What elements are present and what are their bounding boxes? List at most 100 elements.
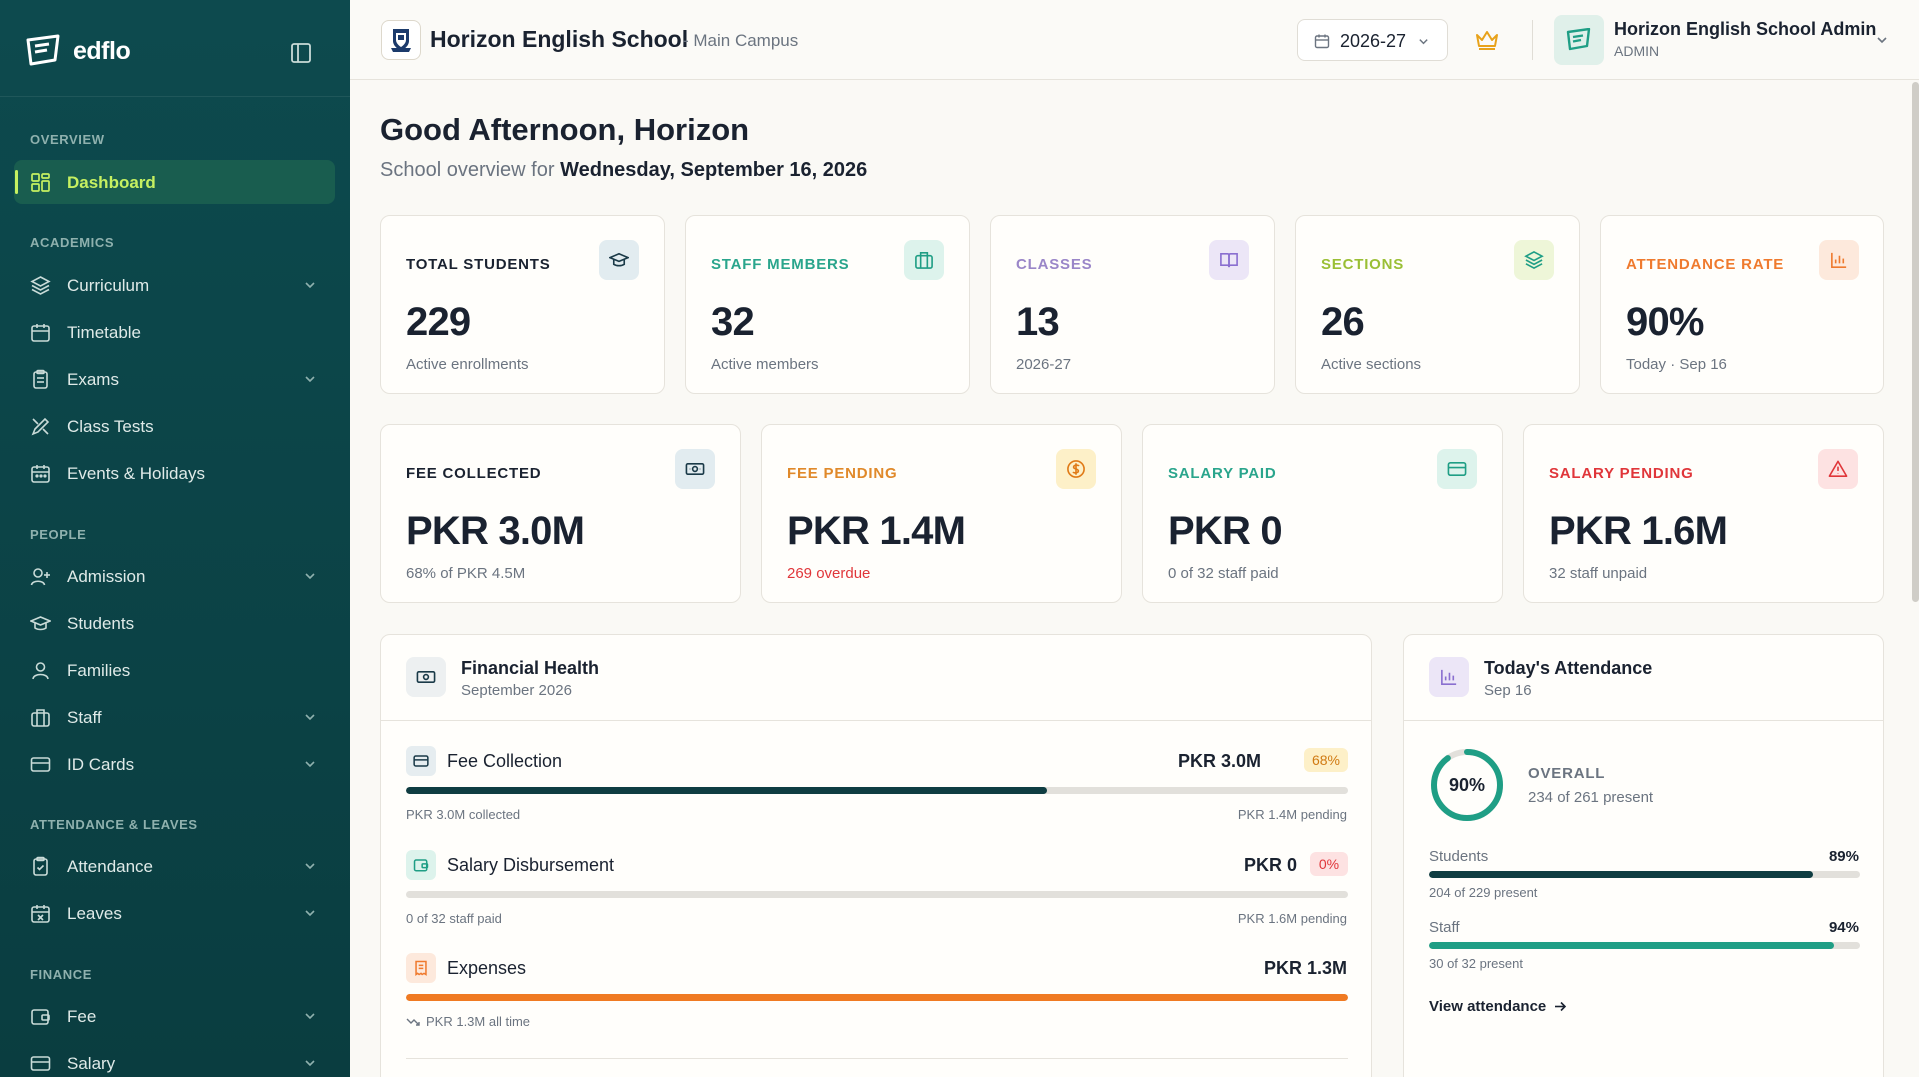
sidebar: edflo OVERVIEW Dashboard ACADEMICS Curri…: [0, 0, 350, 1077]
sidebar-item-staff[interactable]: Staff: [14, 695, 335, 739]
sidebar-item-families[interactable]: Families: [14, 648, 335, 692]
salary-disbursement-progress: [406, 891, 1348, 898]
dashboard-icon: [31, 173, 50, 192]
page-subtitle: School overview for Wednesday, September…: [380, 159, 867, 182]
stat-icon-box: [1056, 449, 1096, 489]
user-icon: [32, 662, 49, 680]
sidebar-item-class-tests[interactable]: Class Tests: [14, 404, 335, 448]
chevron-down-icon: [305, 282, 315, 289]
sidebar-item-admission[interactable]: Admission: [14, 554, 335, 598]
section-attendance-leaves: ATTENDANCE & LEAVES: [30, 817, 198, 832]
wallet-icon: [413, 859, 429, 872]
section-people: PEOPLE: [30, 527, 87, 542]
clipboard-icon: [33, 369, 48, 389]
stat-note: 269 overdue: [787, 565, 871, 582]
stat-value: 90%: [1626, 300, 1704, 344]
sidebar-item-attendance[interactable]: Attendance: [14, 844, 335, 888]
chevron-down-icon[interactable]: [1876, 34, 1888, 46]
user-role: ADMIN: [1614, 43, 1660, 59]
progress-fill: [406, 994, 1348, 1001]
panel-header: Financial Health September 2026: [381, 635, 1371, 721]
panel-divider: [406, 1058, 1348, 1059]
section-finance: FINANCE: [30, 967, 92, 982]
sidebar-item-label: Timetable: [67, 323, 142, 342]
user-plus-icon: [30, 568, 50, 586]
academic-year-select[interactable]: 2026-27: [1297, 19, 1448, 61]
stat-note: 68% of PKR 4.5M: [406, 565, 526, 582]
fee-collection-label: Fee Collection: [447, 751, 563, 771]
sidebar-item-curriculum[interactable]: Curriculum: [14, 263, 335, 307]
stat-card-sections[interactable]: SECTIONS 26 Active sections: [1295, 215, 1580, 394]
page-scrollbar[interactable]: [1912, 82, 1919, 602]
sidebar-item-label: ID Cards: [67, 755, 135, 774]
sidebar-item-salary[interactable]: Salary: [14, 1041, 335, 1077]
sidebar-item-students[interactable]: Students: [14, 601, 335, 645]
crown-icon[interactable]: [1474, 27, 1500, 53]
campus-name: - Main Campus: [683, 31, 799, 50]
sidebar-item-leaves[interactable]: Leaves: [14, 891, 335, 935]
section-academics: ACADEMICS: [30, 235, 115, 250]
panel-icon-box: [406, 657, 446, 697]
stat-card-salary-pending[interactable]: SALARY PENDING PKR 1.6M 32 staff unpaid: [1523, 424, 1884, 603]
stat-card-staff-members[interactable]: STAFF MEMBERS 32 Active members: [685, 215, 970, 394]
briefcase-icon: [31, 709, 50, 727]
staff-label: Staff: [1429, 919, 1460, 936]
bar-chart-icon: [1831, 252, 1847, 268]
stat-icon-box: [1818, 449, 1858, 489]
sidebar-item-timetable[interactable]: Timetable: [14, 310, 335, 354]
calendar-icon: [1314, 34, 1330, 49]
attendance-ring: [1431, 749, 1503, 821]
graduation-cap-icon: [609, 252, 629, 267]
stat-note: Today · Sep 16: [1626, 356, 1727, 373]
panel-subtitle: September 2026: [461, 682, 572, 699]
chevron-down-icon: [305, 573, 315, 580]
chevron-down-icon: [305, 761, 315, 768]
stat-note: Active enrollments: [406, 356, 529, 373]
briefcase-icon: [915, 252, 933, 269]
sidebar-item-id-cards[interactable]: ID Cards: [14, 742, 335, 786]
salary-pending-note: PKR 1.6M pending: [1237, 911, 1347, 926]
stat-icon-box: [1819, 240, 1859, 280]
salary-disbursement-amount: PKR 0: [1243, 855, 1297, 875]
stat-icon-box: [1209, 240, 1249, 280]
stat-title: STAFF MEMBERS: [711, 256, 850, 273]
stat-card-fee-collected[interactable]: FEE COLLECTED PKR 3.0M 68% of PKR 4.5M: [380, 424, 741, 603]
fee-pending-note: PKR 1.4M pending: [1237, 807, 1347, 822]
trending-down-icon: [406, 1018, 420, 1026]
salary-disbursement-label: Salary Disbursement: [447, 855, 615, 875]
book-open-icon: [1220, 253, 1238, 268]
app-name: edflo: [73, 36, 131, 65]
chevron-down-icon: [305, 376, 315, 383]
stat-card-total-students[interactable]: TOTAL STUDENTS 229 Active enrollments: [380, 215, 665, 394]
chevron-down-icon: [1419, 39, 1428, 45]
stat-value: PKR 3.0M: [406, 509, 585, 553]
sidebar-toggle-icon[interactable]: [290, 42, 312, 64]
current-date: Wednesday, September 16, 2026: [560, 159, 868, 181]
view-attendance-label: View attendance: [1429, 998, 1547, 1015]
app-logo[interactable]: edflo: [25, 34, 131, 68]
fee-collection-amount: PKR 3.0M: [1177, 751, 1261, 771]
sidebar-item-events[interactable]: Events & Holidays: [14, 451, 335, 495]
stat-note: 32 staff unpaid: [1549, 565, 1648, 582]
panel-icon-box: [1429, 657, 1469, 697]
sidebar-item-dashboard[interactable]: Dashboard: [14, 160, 335, 204]
sidebar-item-label: Class Tests: [67, 417, 154, 436]
user-name[interactable]: Horizon English School Admin: [1614, 19, 1877, 39]
sidebar-item-label: Attendance: [67, 857, 154, 876]
stat-icon-box: [675, 449, 715, 489]
subtitle-prefix: School overview for: [380, 159, 555, 181]
stat-value: 32: [711, 300, 755, 344]
stat-card-attendance-rate[interactable]: ATTENDANCE RATE 90% Today · Sep 16: [1600, 215, 1884, 394]
sidebar-item-exams[interactable]: Exams: [14, 357, 335, 401]
expenses-note: PKR 1.3M all time: [426, 1014, 531, 1029]
panel-subtitle: Sep 16: [1484, 682, 1532, 699]
view-attendance-link[interactable]: View attendance: [1429, 998, 1567, 1015]
avatar[interactable]: [1554, 15, 1604, 65]
sidebar-item-fee[interactable]: Fee: [14, 994, 335, 1038]
stat-card-fee-pending[interactable]: FEE PENDING PKR 1.4M 269 overdue: [761, 424, 1122, 603]
stat-value: PKR 1.4M: [787, 509, 966, 553]
stat-card-salary-paid[interactable]: SALARY PAID PKR 0 0 of 32 staff paid: [1142, 424, 1503, 603]
stat-value: 229: [406, 300, 471, 344]
stat-card-classes[interactable]: CLASSES 13 2026-27: [990, 215, 1275, 394]
row-icon-box: [406, 953, 436, 983]
